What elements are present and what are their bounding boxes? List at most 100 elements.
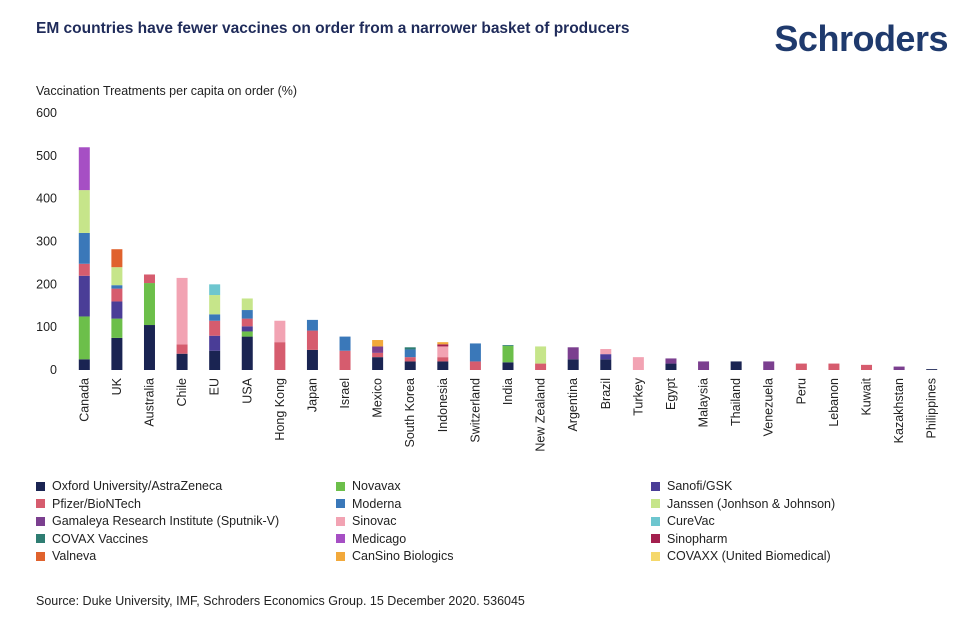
bar-segment [78,147,90,191]
x-tick-label: Hong Kong [273,378,287,441]
bar-segment [437,357,449,362]
bar-segment [795,363,807,370]
legend-label: Sinovac [352,514,397,528]
bar-segment [339,336,351,351]
bar-segment [241,331,253,337]
legend-item: COVAX Vaccines [36,532,148,546]
bar-segment [632,357,644,370]
y-tick-label: 500 [36,149,57,163]
bar-segment [600,359,612,370]
y-tick-label: 300 [36,235,57,249]
bar-segment [861,364,873,370]
bar-segment [111,337,123,370]
x-tick-label: Egypt [664,377,678,409]
legend-swatch [336,481,345,491]
legend-label: Sanofi/GSK [667,479,733,493]
legend-swatch [651,499,660,508]
x-tick-label: Chile [175,378,189,407]
stacked-bar-chart: 0 100 200 300 400 500 600 Canada UK Australia Chil… [36,106,939,452]
x-tick-label: Switzerland [468,378,482,443]
bar-segment [698,361,710,370]
bar-segment [502,346,514,363]
legend-swatch [36,516,45,526]
x-tick-label: Israel [338,378,352,409]
bar-segment [372,340,384,347]
x-tick-label: Argentina [566,378,580,432]
x-tick-label: South Korea [403,378,417,448]
x-tick-label: Mexico [371,378,385,418]
legend-swatch [336,499,345,508]
bar-segment [143,325,155,370]
y-tick-label: 100 [36,320,57,334]
x-tick-label: Turkey [631,377,645,415]
bar-segment [306,349,318,370]
legend-item: Sinopharm [651,532,727,546]
bar-segment [926,369,938,370]
bar-segment [502,345,514,347]
x-tick-label: Malaysia [697,378,711,427]
bar-segment [600,354,612,360]
legend-swatch [336,516,345,526]
legend-swatch [336,534,345,543]
x-tick-label: Australia [142,378,156,427]
legend-item: CureVac [651,514,715,528]
bar-segment [306,319,318,331]
legend-item: CanSino Biologics [336,549,453,563]
x-tick-label: Lebanon [827,378,841,427]
bar-segment [176,344,188,354]
x-tick-label: Peru [794,378,808,404]
bar-segment [274,320,286,343]
bar-segment [567,359,579,370]
bar-segment [78,316,90,360]
legend-swatch [36,499,45,508]
legend-swatch [651,516,660,526]
legend-item: Pfizer/BioNTech [36,497,141,511]
schroders-logo: Schroders [774,18,948,59]
x-tick-label: New Zealand [534,378,548,452]
bar-segment [78,190,90,233]
x-tick-label: Brazil [599,378,613,409]
source-note: Source: Duke University, IMF, Schroders … [36,594,525,608]
legend-label: Janssen (Jonhson & Johnson) [667,496,836,511]
bar-segment [730,361,742,370]
bar-segment [209,295,221,315]
bar-segment [78,275,90,317]
legend-swatch [36,551,45,561]
bar-segment [893,366,905,370]
bar-segment [111,285,123,289]
x-tick-label: USA [240,377,254,403]
legend-label: Moderna [352,496,402,511]
x-tick-label: EU [208,378,222,395]
bar-segment [209,335,221,351]
bar-segment [567,347,579,360]
bar-segment [241,310,253,319]
legend-item: Novavax [336,479,401,493]
bar-segment [372,346,384,353]
bar-segment [469,343,481,362]
bar-segment [78,232,90,264]
legend-item: Medicago [336,532,406,546]
legend-swatch [36,534,45,543]
x-tick-label: Venezuela [762,378,776,436]
bar-segment [111,318,123,338]
bar-segment [600,349,612,355]
legend-label: Sinopharm [667,531,728,546]
legend-item: Oxford University/AstraZeneca [36,479,222,493]
bar-segment [502,362,514,370]
bar-segment [241,336,253,370]
bar-segment [404,349,416,358]
bar-segment [306,330,318,350]
bar-segment [828,363,840,370]
y-tick-label: 0 [50,363,57,377]
bar-segment [404,347,416,350]
bar-segment [176,353,188,370]
bar-segment [535,346,547,364]
legend-label: CureVac [667,514,715,528]
legend-item: Sinovac [336,514,396,528]
bar-segment [111,249,123,268]
x-tick-label: Japan [305,378,319,412]
bar-segment [404,361,416,370]
bar-segment [78,359,90,370]
bar-segment [241,318,253,327]
legend-item: Moderna [336,497,401,511]
